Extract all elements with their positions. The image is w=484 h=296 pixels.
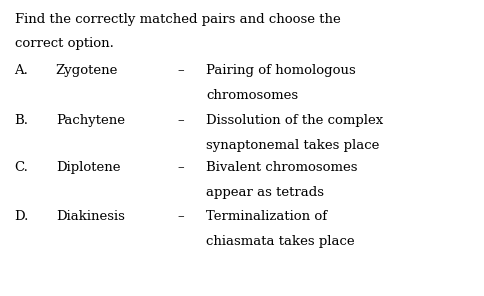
Text: Diplotene: Diplotene	[56, 161, 120, 174]
Text: D.: D.	[15, 210, 29, 223]
Text: Find the correctly matched pairs and choose the: Find the correctly matched pairs and cho…	[15, 13, 340, 26]
Text: –: –	[177, 64, 183, 77]
Text: Terminalization of: Terminalization of	[206, 210, 327, 223]
Text: Diakinesis: Diakinesis	[56, 210, 124, 223]
Text: Zygotene: Zygotene	[56, 64, 118, 77]
Text: chromosomes: chromosomes	[206, 89, 298, 102]
Text: A.: A.	[15, 64, 29, 77]
Text: –: –	[177, 114, 183, 127]
Text: –: –	[177, 210, 183, 223]
Text: Bivalent chromosomes: Bivalent chromosomes	[206, 161, 357, 174]
Text: correct option.: correct option.	[15, 37, 113, 50]
Text: chiasmata takes place: chiasmata takes place	[206, 235, 354, 248]
Text: –: –	[177, 161, 183, 174]
Text: Dissolution of the complex: Dissolution of the complex	[206, 114, 382, 127]
Text: Pachytene: Pachytene	[56, 114, 124, 127]
Text: Pairing of homologous: Pairing of homologous	[206, 64, 355, 77]
Text: C.: C.	[15, 161, 29, 174]
Text: B.: B.	[15, 114, 29, 127]
Text: synaptonemal takes place: synaptonemal takes place	[206, 139, 378, 152]
Text: appear as tetrads: appear as tetrads	[206, 186, 323, 200]
